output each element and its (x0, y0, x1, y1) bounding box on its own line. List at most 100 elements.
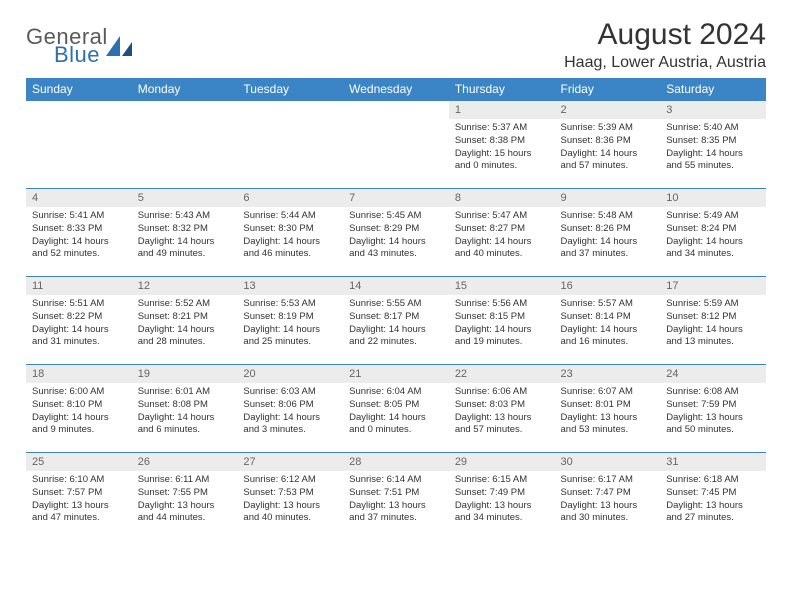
day-detail: Sunrise: 5:41 AMSunset: 8:33 PMDaylight:… (26, 207, 132, 265)
day-detail-line: and 40 minutes. (243, 512, 337, 525)
calendar-day-cell: 13Sunrise: 5:53 AMSunset: 8:19 PMDayligh… (237, 277, 343, 365)
day-detail-line: Sunrise: 5:48 AM (561, 210, 655, 223)
day-number: 17 (660, 277, 766, 295)
day-detail-line: and 53 minutes. (561, 424, 655, 437)
day-number: 13 (237, 277, 343, 295)
day-detail: Sunrise: 5:47 AMSunset: 8:27 PMDaylight:… (449, 207, 555, 265)
day-detail-line: Sunset: 7:55 PM (138, 487, 232, 500)
calendar-week-row: 11Sunrise: 5:51 AMSunset: 8:22 PMDayligh… (26, 277, 766, 365)
calendar-table: Sunday Monday Tuesday Wednesday Thursday… (26, 78, 766, 541)
day-detail: Sunrise: 5:55 AMSunset: 8:17 PMDaylight:… (343, 295, 449, 353)
day-detail-line: Daylight: 13 hours (561, 500, 655, 513)
day-number: 7 (343, 189, 449, 207)
day-detail-line: Sunset: 8:30 PM (243, 223, 337, 236)
day-detail-line: Sunrise: 5:55 AM (349, 298, 443, 311)
calendar-day-cell: 6Sunrise: 5:44 AMSunset: 8:30 PMDaylight… (237, 189, 343, 277)
calendar-page: General Blue August 2024 Haag, Lower Aus… (0, 0, 792, 551)
day-detail-line: Daylight: 13 hours (666, 412, 760, 425)
day-number: 5 (132, 189, 238, 207)
day-number: 28 (343, 453, 449, 471)
day-detail-line: Sunset: 8:26 PM (561, 223, 655, 236)
day-detail-line: and 57 minutes. (561, 160, 655, 173)
day-detail-line: Daylight: 14 hours (349, 236, 443, 249)
weekday-header: Sunday (26, 78, 132, 101)
day-number (343, 101, 449, 107)
logo: General Blue (26, 18, 134, 66)
calendar-day-cell: 23Sunrise: 6:07 AMSunset: 8:01 PMDayligh… (555, 365, 661, 453)
day-detail: Sunrise: 6:14 AMSunset: 7:51 PMDaylight:… (343, 471, 449, 529)
calendar-day-cell: 25Sunrise: 6:10 AMSunset: 7:57 PMDayligh… (26, 453, 132, 541)
calendar-day-cell: 30Sunrise: 6:17 AMSunset: 7:47 PMDayligh… (555, 453, 661, 541)
day-detail-line: Daylight: 13 hours (138, 500, 232, 513)
day-detail-line: Sunset: 7:53 PM (243, 487, 337, 500)
logo-blue-text: Blue (54, 44, 108, 66)
day-number: 21 (343, 365, 449, 383)
day-detail-line: Sunset: 8:38 PM (455, 135, 549, 148)
day-detail-line: Sunset: 8:06 PM (243, 399, 337, 412)
day-detail-line: Daylight: 13 hours (455, 412, 549, 425)
day-number: 16 (555, 277, 661, 295)
day-detail: Sunrise: 5:52 AMSunset: 8:21 PMDaylight:… (132, 295, 238, 353)
day-number: 18 (26, 365, 132, 383)
day-detail-line: Sunrise: 6:08 AM (666, 386, 760, 399)
day-detail-line: and 19 minutes. (455, 336, 549, 349)
day-detail: Sunrise: 6:00 AMSunset: 8:10 PMDaylight:… (26, 383, 132, 441)
weekday-header: Tuesday (237, 78, 343, 101)
day-detail-line: Sunrise: 6:11 AM (138, 474, 232, 487)
calendar-day-cell: 12Sunrise: 5:52 AMSunset: 8:21 PMDayligh… (132, 277, 238, 365)
day-number: 22 (449, 365, 555, 383)
day-detail-line: and 25 minutes. (243, 336, 337, 349)
calendar-day-cell: 3Sunrise: 5:40 AMSunset: 8:35 PMDaylight… (660, 101, 766, 189)
day-detail-line: Sunrise: 6:14 AM (349, 474, 443, 487)
day-detail-line: Daylight: 14 hours (349, 324, 443, 337)
day-detail-line: Sunrise: 5:40 AM (666, 122, 760, 135)
day-number: 15 (449, 277, 555, 295)
day-detail-line: Sunrise: 6:06 AM (455, 386, 549, 399)
calendar-day-cell: 14Sunrise: 5:55 AMSunset: 8:17 PMDayligh… (343, 277, 449, 365)
day-detail-line: Sunrise: 5:47 AM (455, 210, 549, 223)
day-number: 19 (132, 365, 238, 383)
day-detail-line: and 9 minutes. (32, 424, 126, 437)
day-detail-line: Sunrise: 5:56 AM (455, 298, 549, 311)
day-detail-line: Sunrise: 5:49 AM (666, 210, 760, 223)
day-detail-line: and 3 minutes. (243, 424, 337, 437)
day-detail-line: Sunset: 8:08 PM (138, 399, 232, 412)
calendar-week-row: 1Sunrise: 5:37 AMSunset: 8:38 PMDaylight… (26, 101, 766, 189)
day-detail-line: and 52 minutes. (32, 248, 126, 261)
calendar-day-cell (343, 101, 449, 189)
weekday-header-row: Sunday Monday Tuesday Wednesday Thursday… (26, 78, 766, 101)
day-detail-line: Daylight: 14 hours (666, 236, 760, 249)
day-detail-line: Sunset: 8:15 PM (455, 311, 549, 324)
logo-text: General Blue (26, 26, 108, 66)
day-detail-line: Daylight: 14 hours (561, 324, 655, 337)
day-detail: Sunrise: 5:44 AMSunset: 8:30 PMDaylight:… (237, 207, 343, 265)
day-number: 3 (660, 101, 766, 119)
day-detail-line: Sunrise: 6:04 AM (349, 386, 443, 399)
day-detail: Sunrise: 6:03 AMSunset: 8:06 PMDaylight:… (237, 383, 343, 441)
month-title: August 2024 (564, 18, 766, 52)
day-detail-line: Sunrise: 6:03 AM (243, 386, 337, 399)
calendar-day-cell: 17Sunrise: 5:59 AMSunset: 8:12 PMDayligh… (660, 277, 766, 365)
day-detail-line: and 34 minutes. (666, 248, 760, 261)
day-detail-line: Sunset: 8:01 PM (561, 399, 655, 412)
day-detail-line: Sunset: 7:49 PM (455, 487, 549, 500)
day-number: 25 (26, 453, 132, 471)
day-detail-line: Daylight: 14 hours (243, 236, 337, 249)
day-detail-line: Sunset: 8:24 PM (666, 223, 760, 236)
day-detail-line: Sunrise: 5:39 AM (561, 122, 655, 135)
day-detail-line: Daylight: 14 hours (666, 324, 760, 337)
day-detail-line: Sunrise: 5:44 AM (243, 210, 337, 223)
day-detail-line: Daylight: 14 hours (138, 412, 232, 425)
day-number: 31 (660, 453, 766, 471)
calendar-day-cell: 2Sunrise: 5:39 AMSunset: 8:36 PMDaylight… (555, 101, 661, 189)
day-detail: Sunrise: 6:15 AMSunset: 7:49 PMDaylight:… (449, 471, 555, 529)
day-detail-line: Sunrise: 6:15 AM (455, 474, 549, 487)
day-detail-line: Sunset: 8:05 PM (349, 399, 443, 412)
day-number: 23 (555, 365, 661, 383)
calendar-day-cell: 5Sunrise: 5:43 AMSunset: 8:32 PMDaylight… (132, 189, 238, 277)
day-detail-line: Sunrise: 5:52 AM (138, 298, 232, 311)
calendar-day-cell: 7Sunrise: 5:45 AMSunset: 8:29 PMDaylight… (343, 189, 449, 277)
day-detail: Sunrise: 5:43 AMSunset: 8:32 PMDaylight:… (132, 207, 238, 265)
day-detail-line: Daylight: 15 hours (455, 148, 549, 161)
day-detail-line: Daylight: 14 hours (349, 412, 443, 425)
